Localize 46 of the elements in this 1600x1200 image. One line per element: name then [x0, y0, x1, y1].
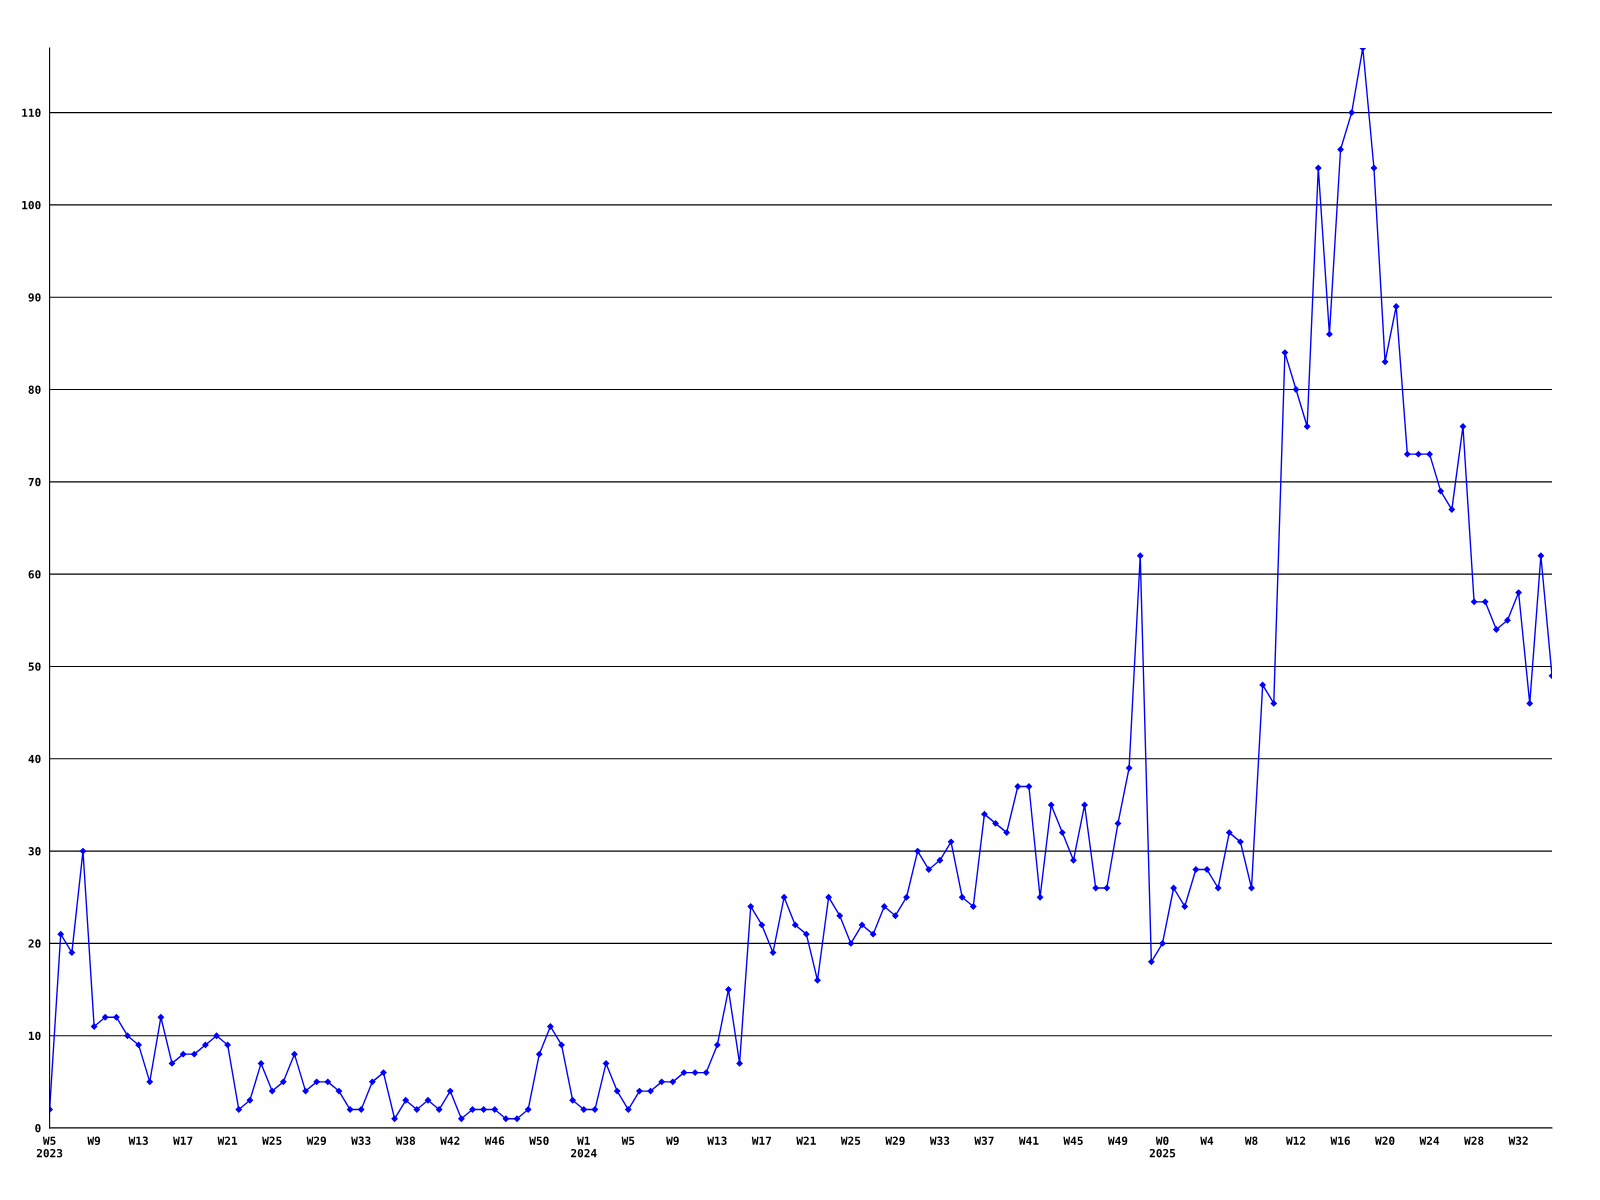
x-tick-label: W16	[1330, 1136, 1350, 1145]
x-tick-label: W25	[840, 1136, 861, 1145]
x-tick-label: W12	[1286, 1136, 1306, 1145]
x-tick-label: W42	[440, 1136, 460, 1145]
y-tick-label: 20	[28, 939, 41, 948]
x-tick-label: W45	[1063, 1136, 1083, 1145]
x-tick-label: W32	[1508, 1136, 1528, 1145]
y-tick-label: 60	[28, 570, 41, 579]
x-tick-label: W50	[529, 1136, 549, 1145]
y-tick-label: 70	[28, 477, 41, 487]
x-tick-label: W1 2024	[571, 1136, 597, 1158]
x-tick-label: W41	[1018, 1136, 1039, 1145]
x-tick-label: W8	[1244, 1136, 1258, 1145]
x-tick-label: W20	[1375, 1136, 1395, 1145]
x-tick-label: W5	[621, 1136, 635, 1145]
y-tick-label: 50	[28, 662, 41, 671]
x-tick-label: W5 2023	[36, 1136, 63, 1158]
y-tick-label: 40	[28, 754, 41, 764]
x-tick-label: W38	[395, 1136, 416, 1145]
x-tick-label: W49	[1107, 1136, 1128, 1145]
x-tick-label: W29	[306, 1136, 327, 1145]
x-tick-label: W4	[1200, 1136, 1214, 1145]
x-tick-label: W37	[974, 1136, 994, 1145]
x-tick-label: W13	[128, 1136, 148, 1145]
x-tick-label: W9	[666, 1136, 679, 1145]
x-tick-label: W21	[217, 1136, 238, 1145]
x-tick-label: W25	[262, 1136, 282, 1145]
x-tick-label: W13	[707, 1136, 727, 1145]
x-tick-label: W33	[929, 1136, 950, 1145]
x-tick-label: W9	[87, 1136, 101, 1145]
y-tick-label: 100	[22, 200, 41, 210]
x-tick-label: W17	[751, 1136, 772, 1145]
x-tick-label: W21	[796, 1136, 816, 1145]
x-tick-label: W28	[1464, 1136, 1484, 1145]
x-tick-label: W0 2025	[1149, 1136, 1176, 1158]
x-tick-label: W24	[1419, 1136, 1440, 1145]
y-tick-label: 0	[35, 1123, 41, 1133]
x-tick-label: W29	[885, 1136, 905, 1145]
x-tick-label: W46	[484, 1136, 505, 1145]
y-tick-label: 110	[22, 108, 41, 117]
y-tick-label: 90	[28, 293, 41, 302]
y-tick-label: 10	[28, 1031, 41, 1041]
x-tick-label: W33	[351, 1136, 371, 1145]
x-tick-label: W17	[173, 1136, 193, 1145]
y-tick-label: 80	[28, 385, 41, 394]
y-tick-label: 30	[28, 847, 41, 856]
